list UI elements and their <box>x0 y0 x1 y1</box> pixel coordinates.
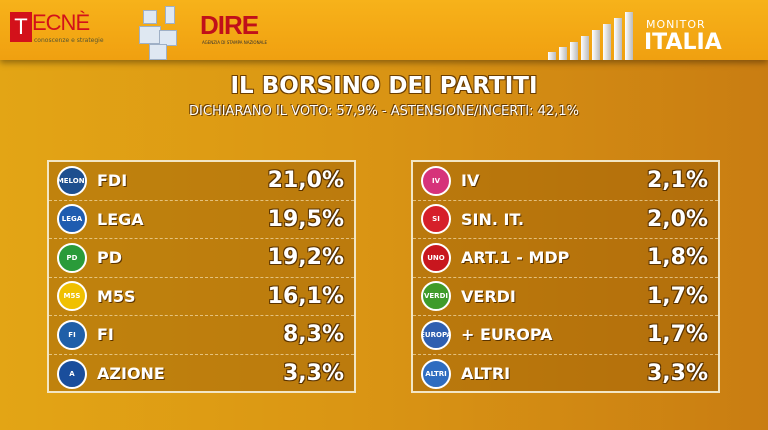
party-logo-icon: PD <box>57 242 87 273</box>
party-name: FI <box>97 325 114 345</box>
party-row: EUROPA + EUROPA 1,7% <box>413 316 718 355</box>
party-percentage: 2,1% <box>646 168 708 194</box>
party-percentage: 19,2% <box>267 245 344 271</box>
party-percentage: 3,3% <box>646 361 708 387</box>
party-logo-icon: FI <box>57 319 87 350</box>
dire-tagline: AGENZIA DI STAMPA NAZIONALE <box>202 40 268 45</box>
left-party-panel: MELONI FDI 21,0% LEGA LEGA 19,5% PD PD 19,… <box>47 160 356 393</box>
party-row: VERDI VERDI 1,7% <box>413 278 718 316</box>
dire-logo: DIRE <box>200 10 259 40</box>
party-row: LEGA LEGA 19,5% <box>49 201 354 239</box>
party-percentage: 1,7% <box>646 283 708 309</box>
party-percentage: 3,3% <box>282 361 344 387</box>
party-name: IV <box>461 171 480 191</box>
party-row: MELONI FDI 21,0% <box>49 162 354 201</box>
party-name: VERDI <box>461 286 516 306</box>
party-logo-icon: UNO <box>421 242 451 273</box>
party-row: IV IV 2,1% <box>413 162 718 201</box>
header-bar: T ECNÈ conoscenze e strategie DIRE AGENZI… <box>0 0 768 60</box>
party-logo-icon: SI <box>421 204 451 235</box>
monitor-label: MONITOR <box>646 18 706 31</box>
party-name: LEGA <box>97 209 144 229</box>
party-percentage: 19,5% <box>267 206 344 232</box>
party-logo-icon: MELONI <box>57 165 87 196</box>
page-subtitle: DICHIARANO IL VOTO: 57,9% - ASTENSIONE/I… <box>189 104 579 119</box>
party-logo-icon: A <box>57 358 87 389</box>
party-name: + EUROPA <box>461 325 553 345</box>
party-row: M5S M5S 16,1% <box>49 278 354 316</box>
right-party-panel: IV IV 2,1% SI SIN. IT. 2,0% UNO ART.1 - MD… <box>411 160 720 393</box>
party-name: M5S <box>97 286 136 306</box>
party-row: SI SIN. IT. 2,0% <box>413 201 718 239</box>
party-percentage: 1,7% <box>646 322 708 348</box>
party-percentage: 8,3% <box>282 322 344 348</box>
party-row: FI FI 8,3% <box>49 316 354 355</box>
party-name: PD <box>97 248 123 268</box>
party-logo-icon: EUROPA <box>421 319 451 350</box>
party-logo-icon: M5S <box>57 281 87 312</box>
party-percentage: 1,8% <box>646 245 708 271</box>
party-name: FDI <box>97 171 128 191</box>
party-name: ALTRI <box>461 364 511 384</box>
party-logo-icon: LEGA <box>57 204 87 235</box>
party-row: ALTRI ALTRI 3,3% <box>413 355 718 394</box>
party-row: A AZIONE 3,3% <box>49 355 354 394</box>
party-logo-icon: ALTRI <box>421 358 451 389</box>
tecne-tagline: conoscenze e strategie <box>34 37 104 44</box>
page-title: IL BORSINO DEI PARTITI <box>230 73 538 99</box>
party-percentage: 16,1% <box>267 283 344 309</box>
party-name: AZIONE <box>97 364 165 384</box>
party-percentage: 2,0% <box>646 206 708 232</box>
italia-label: ITALIA <box>644 30 722 55</box>
party-name: ART.1 - MDP <box>461 248 570 268</box>
party-row: PD PD 19,2% <box>49 239 354 278</box>
cubes-logo-icon <box>135 6 185 61</box>
party-name: SIN. IT. <box>461 209 525 229</box>
monitor-bars-icon <box>548 10 638 60</box>
party-logo-icon: VERDI <box>421 281 451 312</box>
party-row: UNO ART.1 - MDP 1,8% <box>413 239 718 278</box>
party-logo-icon: IV <box>421 165 451 196</box>
tecne-logo: T ECNÈ conoscenze e strategie <box>10 12 104 44</box>
party-percentage: 21,0% <box>267 168 344 194</box>
